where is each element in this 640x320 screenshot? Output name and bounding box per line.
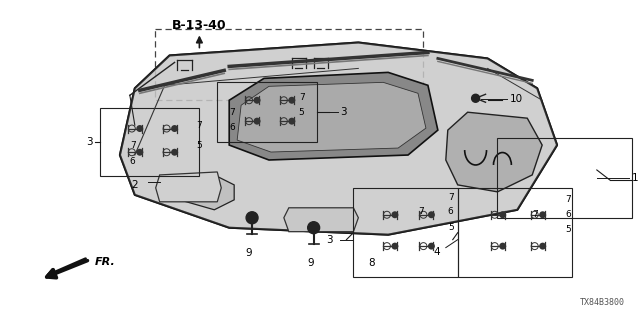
Text: 5: 5 bbox=[299, 108, 305, 117]
Text: 7: 7 bbox=[565, 195, 571, 204]
Text: 6: 6 bbox=[565, 210, 571, 219]
Text: 3: 3 bbox=[326, 235, 333, 245]
Text: 7: 7 bbox=[130, 140, 136, 149]
Bar bbox=[353, 188, 458, 277]
Polygon shape bbox=[237, 82, 426, 152]
Circle shape bbox=[392, 211, 398, 218]
Text: 7: 7 bbox=[229, 108, 235, 117]
Circle shape bbox=[499, 211, 506, 218]
Text: 3: 3 bbox=[86, 137, 93, 147]
Text: 10: 10 bbox=[509, 94, 522, 104]
Text: 6: 6 bbox=[448, 207, 454, 216]
Text: TX84B3800: TX84B3800 bbox=[580, 298, 625, 307]
Bar bbox=[100, 108, 200, 176]
Text: 6: 6 bbox=[130, 157, 136, 166]
Text: 9: 9 bbox=[307, 258, 314, 268]
Circle shape bbox=[539, 243, 546, 250]
Circle shape bbox=[136, 149, 143, 156]
Text: 9: 9 bbox=[246, 248, 252, 258]
Circle shape bbox=[253, 118, 260, 125]
Text: 7: 7 bbox=[196, 121, 202, 130]
Polygon shape bbox=[284, 208, 358, 232]
Bar bbox=[458, 188, 572, 277]
Bar bbox=[497, 138, 632, 218]
Text: 7: 7 bbox=[532, 210, 538, 219]
Text: 6: 6 bbox=[229, 123, 235, 132]
Polygon shape bbox=[156, 172, 221, 202]
Circle shape bbox=[392, 243, 398, 250]
Text: 7: 7 bbox=[418, 207, 424, 216]
Polygon shape bbox=[120, 43, 557, 235]
Polygon shape bbox=[229, 72, 438, 160]
Circle shape bbox=[539, 211, 546, 218]
Text: 1: 1 bbox=[632, 173, 638, 183]
Bar bbox=[155, 28, 423, 100]
Text: 2: 2 bbox=[131, 180, 138, 190]
Circle shape bbox=[253, 97, 260, 104]
Text: B-13-40: B-13-40 bbox=[172, 19, 227, 32]
Polygon shape bbox=[446, 112, 542, 192]
Text: 5: 5 bbox=[565, 225, 571, 234]
Text: 7: 7 bbox=[299, 93, 305, 102]
Text: 5: 5 bbox=[196, 140, 202, 149]
Text: 7: 7 bbox=[448, 193, 454, 202]
Text: 8: 8 bbox=[368, 258, 374, 268]
Bar bbox=[218, 82, 317, 142]
Circle shape bbox=[499, 243, 506, 250]
Circle shape bbox=[308, 222, 319, 234]
Polygon shape bbox=[180, 175, 234, 210]
Circle shape bbox=[428, 211, 435, 218]
Circle shape bbox=[136, 125, 143, 132]
Circle shape bbox=[428, 243, 435, 250]
Circle shape bbox=[171, 125, 178, 132]
Text: FR.: FR. bbox=[95, 257, 116, 267]
Text: 3: 3 bbox=[340, 107, 347, 117]
Text: 4: 4 bbox=[433, 247, 440, 257]
Circle shape bbox=[472, 94, 479, 102]
Text: 5: 5 bbox=[448, 223, 454, 232]
Circle shape bbox=[289, 97, 295, 104]
Circle shape bbox=[171, 149, 178, 156]
Circle shape bbox=[289, 118, 295, 125]
Circle shape bbox=[246, 212, 258, 224]
